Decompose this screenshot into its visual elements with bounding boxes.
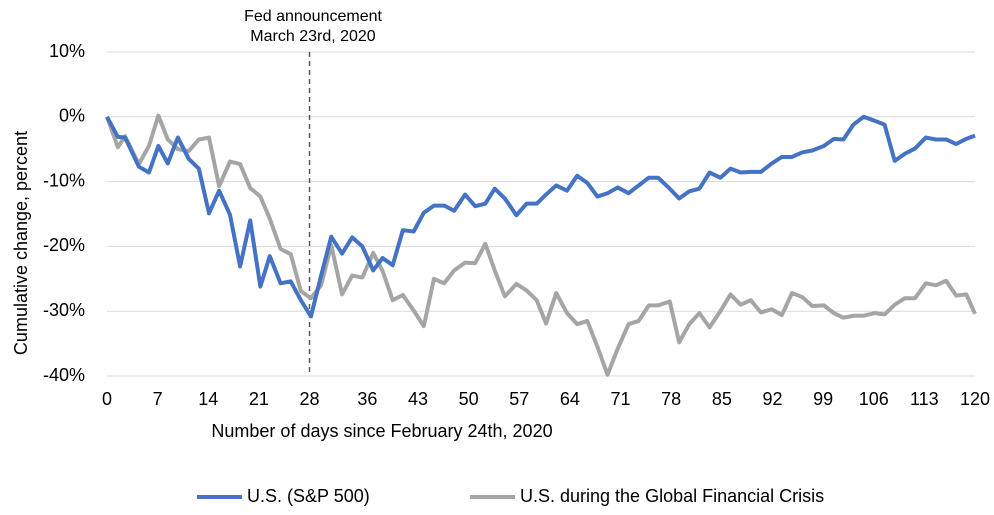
x-tick-label: 57 bbox=[509, 389, 529, 409]
x-tick-label: 113 bbox=[910, 389, 939, 409]
y-tick-label: -20% bbox=[43, 235, 85, 255]
x-tick-label: 50 bbox=[459, 389, 479, 409]
x-tick-label: 7 bbox=[153, 389, 163, 409]
legend-label: U.S. during the Global Financial Crisis bbox=[520, 486, 824, 506]
x-tick-label: 14 bbox=[198, 389, 218, 409]
y-tick-label: 0% bbox=[59, 106, 85, 126]
annotation-text: Fed announcement bbox=[244, 8, 382, 25]
x-axis-title: Number of days since February 24th, 2020 bbox=[211, 421, 552, 441]
x-tick-label: 64 bbox=[560, 389, 580, 409]
x-tick-label: 43 bbox=[408, 389, 428, 409]
x-tick-label: 0 bbox=[102, 389, 112, 409]
y-tick-label: -30% bbox=[43, 300, 85, 320]
series-line bbox=[105, 113, 977, 377]
x-tick-label: 85 bbox=[712, 389, 732, 409]
x-tick-label: 99 bbox=[813, 389, 833, 409]
y-tick-label: -40% bbox=[43, 365, 85, 385]
x-tick-label: 106 bbox=[859, 389, 889, 409]
y-tick-label: 10% bbox=[49, 41, 85, 61]
annotation-text: March 23rd, 2020 bbox=[250, 28, 376, 45]
x-tick-label: 36 bbox=[357, 389, 377, 409]
legend-label: U.S. (S&P 500) bbox=[247, 486, 370, 506]
y-tick-label: -10% bbox=[43, 170, 85, 190]
x-tick-label: 21 bbox=[249, 389, 269, 409]
y-axis-title: Cumulative change, percent bbox=[11, 131, 31, 355]
x-tick-label: 71 bbox=[611, 389, 631, 409]
x-tick-label: 120 bbox=[960, 389, 990, 409]
x-tick-label: 28 bbox=[300, 389, 320, 409]
series-line bbox=[105, 114, 976, 319]
x-tick-label: 78 bbox=[661, 389, 681, 409]
x-tick-label: 92 bbox=[762, 389, 782, 409]
